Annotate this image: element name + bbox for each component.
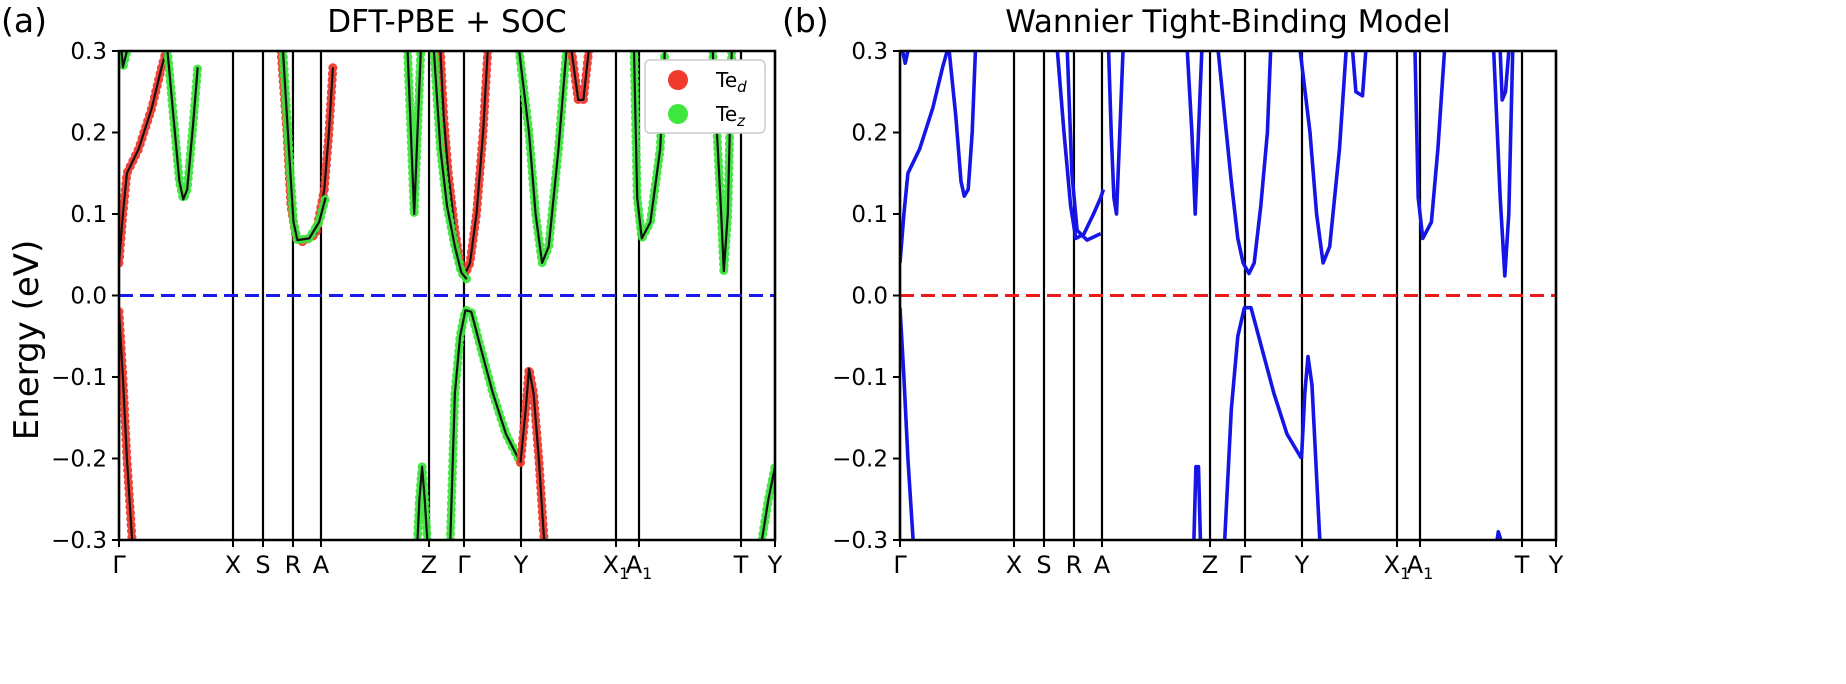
legend-subscript: z [736, 112, 746, 130]
x-tick-label: R [1066, 551, 1083, 579]
y-tick-label: −0.1 [832, 365, 888, 391]
x-tick-label: A1 [626, 551, 653, 583]
panel-title: DFT-PBE + SOC [327, 4, 566, 40]
y-tick-label: −0.2 [51, 447, 107, 473]
x-tick-label: A [1094, 551, 1111, 579]
x-tick-label: Y [513, 551, 529, 579]
band-line [1065, 51, 1102, 242]
bands [900, 51, 1515, 540]
x-tick-label: Γ [1238, 551, 1252, 579]
x-tick-label: Γ [893, 551, 907, 579]
x-tick-label: Y [767, 551, 783, 579]
y-tick-label: 0.2 [851, 121, 888, 147]
band-line [519, 367, 546, 540]
band-line [119, 51, 168, 263]
x-tick-label: R [285, 551, 302, 579]
band-line [1106, 51, 1125, 216]
y-tick-label: −0.3 [51, 528, 107, 554]
y-tick-label: 0.1 [70, 202, 107, 228]
y-tick-label: 0.0 [851, 284, 888, 310]
band-line [120, 51, 128, 69]
band-line [416, 465, 429, 540]
legend-subscript: d [737, 78, 747, 96]
band-line [432, 51, 468, 280]
y-tick-label: 0.3 [851, 39, 888, 65]
band-line [900, 51, 910, 65]
y-tick-label: 0.1 [851, 202, 888, 228]
band-line [947, 51, 978, 198]
band-projection-dots [516, 364, 549, 540]
band-line [1298, 51, 1348, 265]
x-tick-label: S [1036, 551, 1051, 579]
legend-marker [668, 104, 688, 124]
x-tick-label: Z [421, 551, 437, 579]
y-tick-label: 0.3 [70, 39, 107, 65]
legend-marker [668, 70, 688, 90]
band-line [1350, 51, 1368, 98]
x-tick-label: X [1006, 551, 1022, 579]
y-tick-label: −0.2 [832, 447, 888, 473]
x-tick-label: A [313, 551, 330, 579]
x-tick-label: Γ [112, 551, 126, 579]
band-line [406, 51, 422, 216]
y-tick-label: −0.3 [832, 528, 888, 554]
band-projection-dots [119, 51, 171, 268]
band-line [1192, 464, 1203, 540]
band-line [119, 311, 134, 540]
band-line [1222, 305, 1304, 540]
band-line [570, 51, 590, 101]
bands [119, 51, 775, 540]
band-line [449, 309, 522, 540]
band-line [281, 51, 327, 242]
x-tick-label: Z [1202, 551, 1218, 579]
band-line [166, 51, 199, 201]
band-line [1413, 51, 1447, 241]
band-line [1055, 51, 1106, 241]
band-line [900, 51, 949, 264]
x-tick-subscript: 1 [1400, 564, 1410, 583]
x-tick-label: X [225, 551, 241, 579]
band-line [1299, 354, 1322, 540]
y-tick-label: 0.0 [70, 284, 107, 310]
band-line [900, 307, 915, 540]
panel-label: (a) [1, 1, 47, 40]
y-axis-label: Energy (eV) [7, 240, 47, 441]
band-line [760, 466, 775, 540]
band-line [1185, 51, 1204, 216]
x-tick-label: S [255, 551, 270, 579]
x-tick-label: T [733, 551, 749, 579]
x-tick-subscript: 1 [1423, 564, 1433, 583]
band-line [1495, 530, 1503, 540]
panel-title: Wannier Tight-Binding Model [1005, 4, 1450, 40]
band-line [1216, 51, 1273, 276]
x-tick-label: T [1514, 551, 1530, 579]
y-tick-label: −0.1 [51, 365, 107, 391]
band-line [711, 51, 733, 273]
x-tick-label: Y [1294, 551, 1310, 579]
x-tick-subscript: 1 [619, 564, 629, 583]
band-projection-dots [514, 51, 571, 268]
band-line [1498, 51, 1511, 102]
legend-box [644, 59, 766, 134]
x-tick-label: A1 [1407, 551, 1434, 583]
x-tick-label: Γ [457, 551, 471, 579]
y-tick-label: 0.2 [70, 121, 107, 147]
band-projection-dots [445, 305, 525, 540]
band-line [1491, 51, 1515, 278]
x-tick-subscript: 1 [642, 564, 652, 583]
band-line [518, 51, 568, 264]
x-tick-label: Y [1548, 551, 1564, 579]
panel-label: (b) [782, 1, 829, 40]
